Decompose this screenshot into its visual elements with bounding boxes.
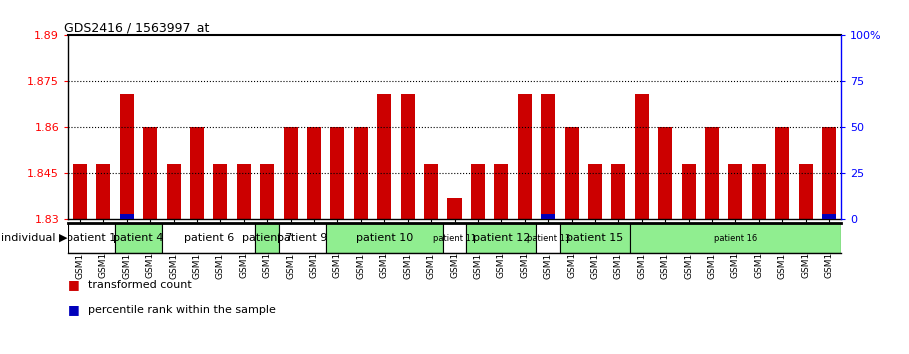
Bar <box>494 164 508 219</box>
Text: patient 12: patient 12 <box>473 233 530 243</box>
Bar <box>705 127 719 219</box>
Text: patient 16: patient 16 <box>714 234 757 242</box>
Bar <box>307 127 321 219</box>
Text: patient 6: patient 6 <box>184 233 234 243</box>
Text: percentile rank within the sample: percentile rank within the sample <box>88 305 276 315</box>
Bar <box>166 164 181 219</box>
Bar <box>752 164 766 219</box>
Text: transformed count: transformed count <box>88 280 192 290</box>
Bar <box>190 127 204 219</box>
Text: patient 9: patient 9 <box>277 233 327 243</box>
Bar <box>447 198 462 219</box>
Bar <box>634 94 649 219</box>
Bar <box>120 214 134 219</box>
Text: patient 4: patient 4 <box>114 233 164 243</box>
Bar <box>612 164 625 219</box>
Bar <box>401 94 415 219</box>
FancyBboxPatch shape <box>115 223 162 253</box>
Bar <box>214 164 227 219</box>
Bar <box>518 94 532 219</box>
Text: ▶: ▶ <box>59 233 67 243</box>
Bar <box>120 94 134 219</box>
Text: patient 7: patient 7 <box>242 233 293 243</box>
Bar <box>822 127 836 219</box>
Bar <box>682 164 695 219</box>
FancyBboxPatch shape <box>443 223 466 253</box>
Text: patient 15: patient 15 <box>566 233 624 243</box>
Bar <box>73 164 87 219</box>
Text: ■: ■ <box>68 279 80 291</box>
Bar <box>564 127 579 219</box>
Bar <box>236 164 251 219</box>
Bar <box>588 164 602 219</box>
Bar <box>377 94 391 219</box>
FancyBboxPatch shape <box>279 223 325 253</box>
FancyBboxPatch shape <box>68 223 115 253</box>
Bar <box>658 127 673 219</box>
Bar <box>775 127 789 219</box>
Text: individual: individual <box>1 233 55 243</box>
Text: patient 1: patient 1 <box>66 233 116 243</box>
Bar <box>260 164 275 219</box>
Bar <box>354 127 368 219</box>
FancyBboxPatch shape <box>536 223 560 253</box>
Text: patient 11: patient 11 <box>433 234 476 242</box>
Bar <box>96 164 110 219</box>
Text: patient 13: patient 13 <box>526 234 570 242</box>
Bar <box>728 164 743 219</box>
Bar <box>284 127 297 219</box>
Bar <box>822 214 836 219</box>
FancyBboxPatch shape <box>560 223 630 253</box>
Bar <box>541 214 555 219</box>
Text: patient 10: patient 10 <box>355 233 413 243</box>
Bar <box>330 127 345 219</box>
Bar <box>143 127 157 219</box>
FancyBboxPatch shape <box>325 223 443 253</box>
FancyBboxPatch shape <box>162 223 255 253</box>
FancyBboxPatch shape <box>255 223 279 253</box>
Text: GDS2416 / 1563997_at: GDS2416 / 1563997_at <box>65 21 210 34</box>
Text: ■: ■ <box>68 303 80 316</box>
Bar <box>799 164 813 219</box>
Bar <box>425 164 438 219</box>
FancyBboxPatch shape <box>630 223 841 253</box>
Bar <box>471 164 484 219</box>
FancyBboxPatch shape <box>466 223 536 253</box>
Bar <box>541 94 555 219</box>
